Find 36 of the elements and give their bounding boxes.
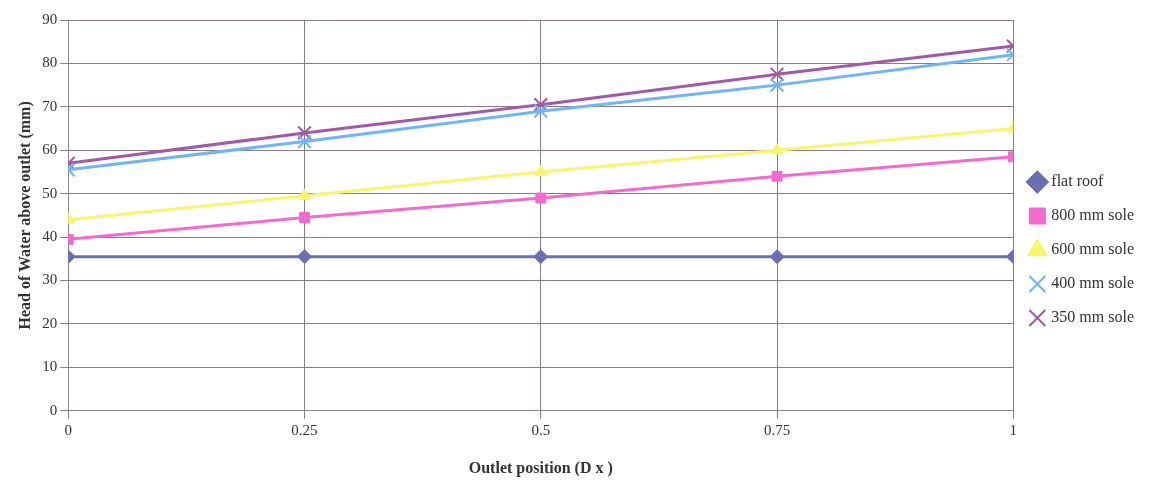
x-tick-label: 1 [1009, 421, 1018, 438]
point [769, 66, 785, 82]
point [535, 192, 547, 204]
x-axis-title: Outlet position (D x ) [468, 458, 613, 477]
legend-label: flat roof [1051, 172, 1104, 190]
y-tick-label: 10 [42, 358, 58, 375]
y-tick-label: 80 [42, 54, 58, 71]
legend-label: 350 mm sole [1051, 308, 1135, 326]
x-tick-label: 0.75 [763, 421, 791, 438]
y-axis-title: Head of Water above outlet (mm) [15, 101, 34, 330]
point [533, 249, 549, 265]
point [299, 212, 310, 224]
y-tick-label: 60 [42, 141, 58, 158]
point [534, 164, 548, 176]
y-tick-label: 20 [42, 314, 58, 331]
x-tick-label: 0.25 [291, 421, 318, 438]
point [771, 170, 783, 182]
point [297, 125, 312, 141]
y-tick-label: 50 [42, 184, 58, 201]
y-tick-label: 40 [42, 228, 58, 245]
y-tick-label: 70 [42, 97, 58, 114]
y-tick-label: 90 [42, 10, 58, 27]
point [533, 97, 549, 113]
point [770, 142, 784, 155]
point [769, 249, 785, 265]
y-tick-label: 30 [42, 271, 58, 288]
legend-label: 400 mm sole [1051, 274, 1135, 292]
point [297, 188, 312, 200]
point [297, 134, 312, 149]
point [769, 77, 785, 93]
x-tick-label: 0.5 [531, 421, 551, 438]
point [533, 103, 549, 119]
legend-label: 800 mm sole [1051, 206, 1135, 224]
y-tick-label: 0 [49, 401, 58, 418]
legend-label: 600 mm sole [1051, 240, 1135, 258]
x-tick-label: 0 [64, 421, 72, 438]
